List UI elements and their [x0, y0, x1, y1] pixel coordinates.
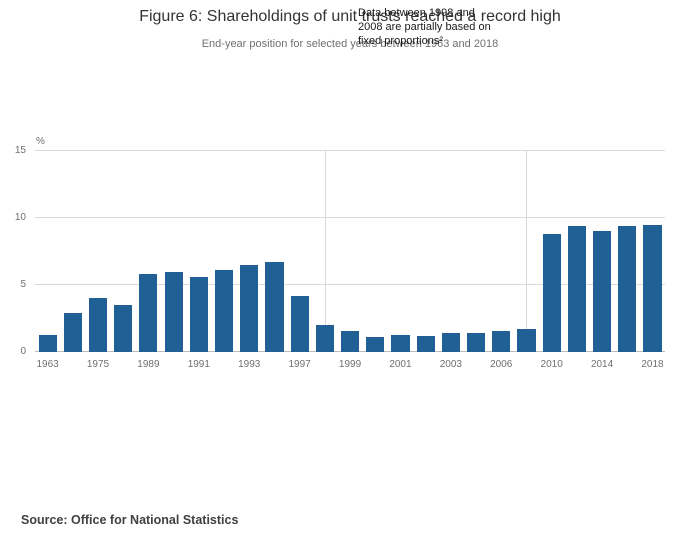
y-gridline [35, 150, 665, 151]
x-tick-label: 1991 [187, 359, 210, 370]
bar-slot [363, 151, 388, 352]
x-tick-label: 2014 [590, 359, 614, 370]
x-tick-label: 1993 [238, 359, 261, 370]
bar-slot: 1975 [85, 151, 110, 370]
chart-title: Figure 6: Shareholdings of unit trusts r… [139, 8, 561, 25]
bar-slot: 1997 [287, 151, 312, 370]
bar [240, 264, 259, 352]
reference-vline [526, 151, 528, 352]
bar-slot [463, 151, 488, 352]
y-tick-label: 15 [14, 145, 26, 156]
bar [63, 313, 82, 352]
bar-slot: 2001 [388, 151, 413, 370]
annotation-line: Data between 1998 and [358, 7, 475, 19]
bar-slot: 1963 [35, 151, 60, 370]
bar-slot [615, 151, 640, 352]
bar [416, 335, 435, 352]
bar-slot: 1999 [337, 151, 362, 370]
bar-slot: 2003 [438, 151, 463, 370]
x-tick-label: 2010 [540, 359, 563, 370]
bar [441, 333, 460, 352]
x-tick-label: 1975 [86, 359, 110, 370]
x-tick-label: 1997 [288, 359, 311, 370]
y-tick-label: 0 [20, 346, 26, 357]
bar [517, 329, 536, 352]
bar [214, 270, 234, 352]
bar-slot [413, 151, 438, 352]
bar [643, 224, 662, 352]
chart-subtitle: End-year position for selected years bet… [201, 38, 499, 50]
y-tick-label: 10 [14, 212, 26, 224]
bar [391, 334, 410, 352]
bar [340, 330, 360, 352]
chart-annotation: Data between 1998 and 2008 are partially… [358, 6, 493, 48]
x-tick-label: 2006 [490, 359, 513, 370]
bar-slot: 2014 [589, 151, 614, 370]
bar-slot [262, 151, 287, 352]
bar-slot [111, 151, 136, 352]
bar [164, 271, 183, 352]
bar-slot [312, 151, 337, 352]
bar-slot [161, 151, 186, 352]
bar [593, 231, 612, 352]
bar-slot: 1993 [237, 151, 262, 370]
bar [366, 337, 385, 352]
bar [290, 295, 309, 352]
bar [618, 226, 637, 352]
bar [114, 305, 133, 352]
y-tick-label: 5 [20, 279, 26, 291]
x-tick-label: 2001 [389, 359, 412, 370]
x-tick-label: 2003 [439, 359, 462, 370]
bar [542, 234, 561, 352]
bar-slot [514, 151, 539, 352]
bar [88, 298, 108, 352]
bar [492, 330, 511, 352]
source-note: Source: Office for National Statistics [21, 513, 239, 527]
bar-slot: 1991 [186, 151, 211, 370]
bar [466, 333, 486, 352]
bar-slot [564, 151, 589, 352]
bar-slot: 2010 [539, 151, 564, 370]
annotation-line: fixed proportions² [358, 35, 443, 47]
y-gridline [35, 217, 665, 219]
y-gridline [35, 284, 665, 286]
bar-slot [211, 151, 236, 352]
bar-slot: 2018 [640, 151, 665, 370]
bar [315, 325, 334, 352]
bar [139, 274, 158, 352]
bar [265, 262, 284, 352]
x-tick-label: 2018 [641, 359, 664, 370]
annotation-line: 2008 are partially based on [358, 21, 491, 33]
bar [189, 276, 208, 352]
bar [567, 226, 586, 352]
bar [38, 334, 57, 352]
x-tick-label: 1963 [36, 359, 59, 370]
bar-slot: 2006 [489, 151, 514, 370]
bar-slot: 1989 [136, 151, 161, 370]
x-tick-label: 1999 [338, 359, 362, 370]
plot-area: % 0 5 10 15 1963 1975 1989 1991 1993 1997 1999 2001… [15, 136, 665, 370]
y-axis-unit-label: % [36, 136, 45, 147]
bar-slot [60, 151, 85, 352]
reference-vline [324, 151, 326, 352]
x-tick-label: 1989 [137, 359, 160, 370]
